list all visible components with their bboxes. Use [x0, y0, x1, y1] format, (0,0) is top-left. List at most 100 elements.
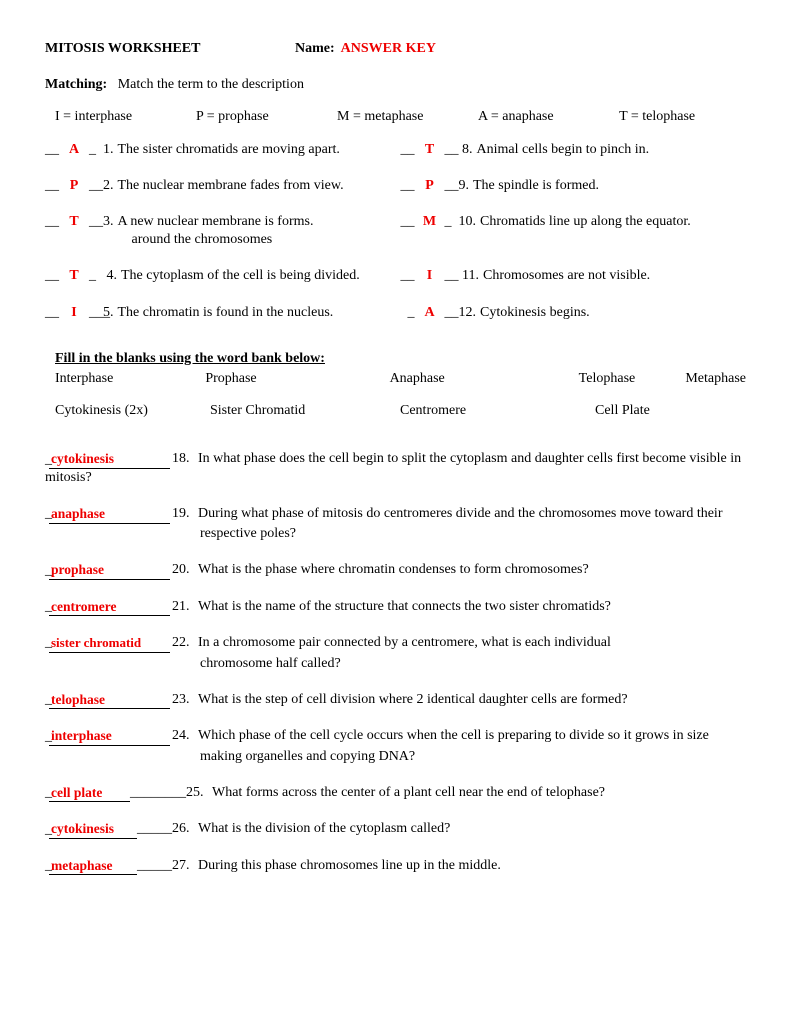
fib-item-18: _cytokinesis 18.In what phase does the c…	[45, 450, 746, 487]
key-anaphase: A = anaphase	[478, 108, 619, 126]
fib-blank: _cytokinesis	[45, 820, 137, 839]
answer-letter: T	[59, 213, 89, 231]
fib-question: 21.What is the name of the structure tha…	[170, 598, 746, 616]
fib-title: Fill in the blanks using the word bank b…	[55, 350, 746, 368]
answer-letter: M	[415, 213, 445, 231]
wb-prophase: Prophase	[205, 370, 389, 388]
wb-telophase: Telophase	[579, 370, 686, 388]
item-text: Chromatids line up along the equator.	[480, 213, 746, 231]
item-number: 12.	[459, 304, 477, 322]
matching-label: Matching:	[45, 77, 107, 92]
wb-sister-chromatid: Sister Chromatid	[210, 402, 400, 420]
item-text: Animal cells begin to pinch in.	[477, 141, 747, 159]
fib-answer: anaphase	[49, 505, 170, 524]
matching-item-8: __T__ 8. Animal cells begin to pinch in.	[401, 141, 747, 159]
answer-letter: T	[415, 141, 445, 159]
fib-blank: _anaphase	[45, 505, 170, 524]
blank-pre: __	[45, 213, 59, 231]
fib-tail2: ______	[144, 784, 184, 802]
item-text: The chromatin is found in the nucleus.	[118, 304, 391, 322]
fib-item-24: _interphase 24.Which phase of the cell c…	[45, 727, 746, 765]
blank-post: _	[89, 141, 103, 159]
matching-item-2: __P__ 2. The nuclear membrane fades from…	[45, 177, 391, 195]
fib-blank: _cytokinesis	[45, 450, 170, 469]
wb-cell-plate: Cell Plate	[595, 402, 705, 420]
matching-item-9: __P__ 9. The spindle is formed.	[401, 177, 747, 195]
wb-anaphase: Anaphase	[390, 370, 579, 388]
answer-key-label: ANSWER KEY	[341, 40, 436, 58]
fib-answer: interphase	[49, 727, 170, 746]
fib-blank: _prophase	[45, 561, 170, 580]
matching-item-3: __T__ 3. A new nuclear membrane is forms…	[45, 213, 391, 249]
fib-question: 24.Which phase of the cell cycle occurs …	[170, 727, 746, 765]
fib-item-27: _metaphase _____ 27.During this phase ch…	[45, 857, 746, 876]
blank-post: _	[445, 213, 459, 231]
fib-tail2: _____	[137, 820, 170, 838]
item-text: A new nuclear membrane is forms. around …	[118, 213, 391, 249]
key-telophase: T = telophase	[619, 108, 746, 126]
fib-blank: _sister chromatid	[45, 634, 170, 652]
matching-item-12: _A__ 12. Cytokinesis begins.	[401, 304, 747, 322]
fib-answer: centromere	[49, 598, 170, 617]
blank-post: __	[445, 177, 459, 195]
matching-key-row: I = interphase P = prophase M = metaphas…	[55, 108, 746, 126]
blank-post: _	[89, 267, 103, 285]
fib-item-20: _prophase 20.What is the phase where chr…	[45, 561, 746, 580]
blank-pre: __	[401, 141, 415, 159]
item-text: The cytoplasm of the cell is being divid…	[121, 267, 391, 285]
item-number: 11.	[459, 267, 479, 285]
item-number: 2.	[103, 177, 114, 195]
key-metaphase: M = metaphase	[337, 108, 478, 126]
fib-question: 19.During what phase of mitosis do centr…	[170, 505, 746, 543]
matching-instruction-text	[111, 77, 118, 92]
blank-pre: __	[401, 213, 415, 231]
answer-letter: A	[415, 304, 445, 322]
answer-letter: P	[415, 177, 445, 195]
matching-instruction: Matching: Match the term to the descript…	[45, 76, 746, 94]
blank-pre: __	[45, 141, 59, 159]
key-prophase: P = prophase	[196, 108, 337, 126]
blank-pre: __	[45, 177, 59, 195]
wordbank-row-2: Cytokinesis (2x) Sister Chromatid Centro…	[55, 402, 746, 420]
fib-answer: cytokinesis	[49, 820, 137, 839]
answer-letter: I	[59, 304, 89, 322]
wb-cytokinesis: Cytokinesis (2x)	[55, 402, 210, 420]
wordbank-row-1: Interphase Prophase Anaphase Telophase M…	[55, 370, 746, 388]
fib-item-21: _centromere 21.What is the name of the s…	[45, 598, 746, 617]
answer-letter: A	[59, 141, 89, 159]
fib-question: 18.In what phase does the cell begin to …	[170, 450, 746, 468]
fib-answer: sister chromatid	[49, 635, 170, 653]
blank-post: ___	[89, 304, 103, 322]
fib-answer: cell plate	[49, 784, 130, 803]
blank-post: __	[445, 141, 459, 159]
matching-item-11: __I__ 11. Chromosomes are not visible.	[401, 267, 747, 285]
fib-item-22: _sister chromatid 22.In a chromosome pai…	[45, 634, 746, 672]
fib-tail2: _____	[137, 857, 170, 875]
item-text: Cytokinesis begins.	[480, 304, 746, 322]
item-number: 4.	[103, 267, 117, 285]
wb-metaphase: Metaphase	[685, 370, 746, 388]
fib-item-19: _anaphase 19.During what phase of mitosi…	[45, 505, 746, 543]
fib-answer: metaphase	[49, 857, 137, 876]
item-number: 1.	[103, 141, 114, 159]
wb-interphase: Interphase	[55, 370, 205, 388]
worksheet-header: MITOSIS WORKSHEET Name: ANSWER KEY	[45, 40, 746, 58]
fib-question: 25.What forms across the center of a pla…	[184, 784, 746, 802]
matching-instruction-body: Match the term to the description	[118, 77, 304, 92]
fib-answer: prophase	[49, 561, 170, 580]
fib-question: 20.What is the phase where chromatin con…	[170, 561, 746, 579]
blank-post: __	[445, 304, 459, 322]
fib-blank: _centromere	[45, 598, 170, 617]
item-number: 5.	[103, 304, 114, 322]
fib-question-line2: mitosis?	[45, 469, 746, 487]
fib-question: 23.What is the step of cell division whe…	[170, 691, 746, 709]
matching-item-1: __A_ 1. The sister chromatids are moving…	[45, 141, 391, 159]
key-interphase: I = interphase	[55, 108, 196, 126]
fib-answer: cytokinesis	[49, 450, 170, 469]
blank-post: __	[89, 177, 103, 195]
wb-centromere: Centromere	[400, 402, 595, 420]
worksheet-title: MITOSIS WORKSHEET	[45, 40, 295, 58]
blank-pre: __	[401, 177, 415, 195]
item-number: 8.	[459, 141, 473, 159]
item-text: The sister chromatids are moving apart.	[118, 141, 391, 159]
